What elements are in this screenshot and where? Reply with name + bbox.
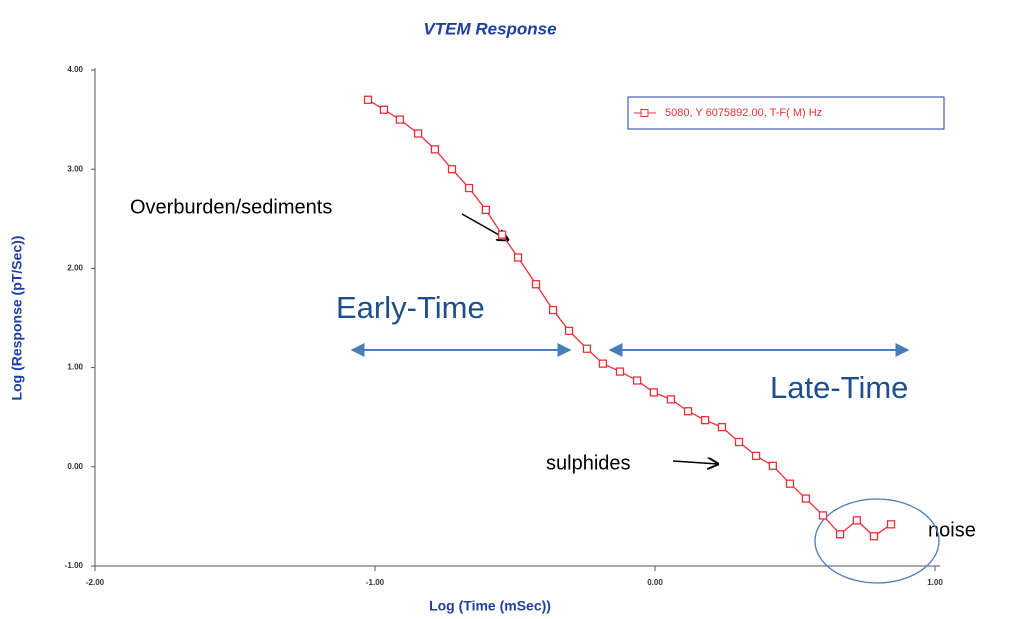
annotation: Early-Time [336, 290, 485, 325]
x-tick-label: -2.00 [86, 578, 105, 587]
y-tick-label: 2.00 [67, 264, 83, 273]
legend-box [627, 96, 945, 130]
x-axis-label: Log (Time (mSec)) [429, 598, 551, 614]
point [564, 326, 574, 336]
point [768, 461, 778, 470]
legend: 5080, Y 6075892.00, T-F( M) Hz [627, 96, 945, 130]
legend-marker [640, 109, 649, 117]
point [481, 205, 491, 215]
point [464, 183, 474, 193]
point [497, 230, 507, 239]
point [700, 416, 710, 425]
legend-label: 5080, Y 6075892.00, T-F( M) Hz [665, 107, 822, 119]
point [548, 305, 558, 315]
point [447, 165, 457, 174]
annotation: sulphides [546, 452, 631, 474]
point [430, 145, 440, 154]
point [852, 516, 862, 525]
y-tick-label: -1.00 [65, 561, 84, 570]
point [734, 437, 744, 447]
point [886, 520, 896, 529]
point [531, 280, 541, 289]
x-tick-label: -1.00 [366, 578, 385, 587]
annotation: Late-Time [770, 370, 908, 405]
point [785, 479, 795, 488]
point [869, 532, 879, 541]
point [598, 359, 608, 368]
point [363, 95, 373, 104]
annotation: noise [928, 519, 976, 541]
point [413, 129, 423, 138]
point [717, 422, 727, 432]
y-tick-label: 0.00 [67, 462, 83, 471]
y-tick-label: 4.00 [67, 65, 83, 74]
point [649, 388, 659, 397]
point [683, 407, 693, 416]
annotation-arrow [672, 461, 718, 464]
y-tick-label: 1.00 [67, 363, 83, 372]
x-tick-label: 0.00 [647, 578, 663, 587]
noise-circle [814, 498, 940, 584]
point [801, 494, 811, 503]
y-axis-label: Log (Response (pT/Sec)) [9, 236, 25, 401]
point [632, 376, 642, 385]
x-tick-label: 1.00 [927, 578, 943, 587]
point [379, 105, 389, 114]
y-tick-label: 3.00 [67, 164, 83, 173]
point [751, 451, 761, 461]
point [615, 367, 625, 376]
chart-title: VTEM Response [423, 19, 556, 38]
point [513, 253, 523, 262]
point [395, 115, 405, 124]
annotation: Overburden/sediments [130, 196, 332, 218]
point [666, 395, 676, 404]
point [835, 530, 845, 539]
point [818, 511, 828, 520]
point [582, 344, 592, 353]
